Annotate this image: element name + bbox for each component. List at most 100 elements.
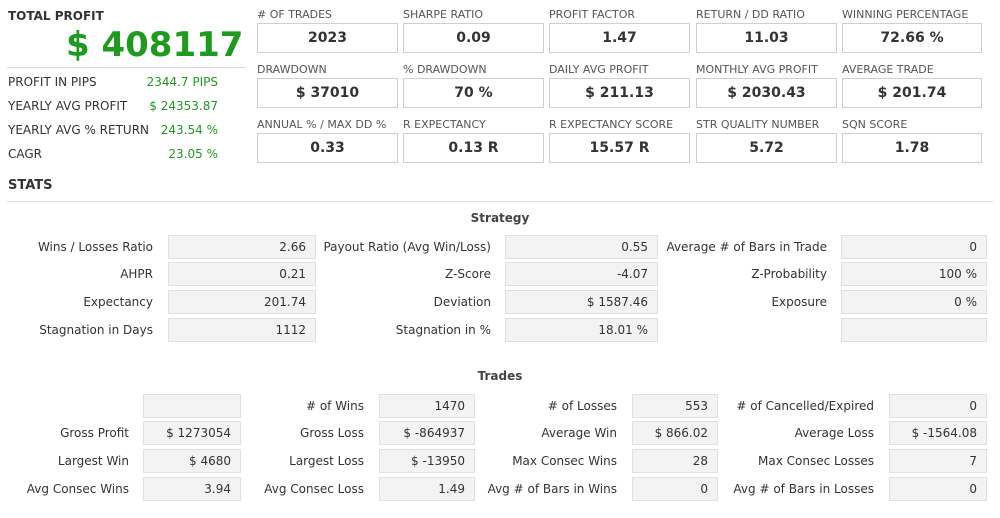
strategy-stat-label: Deviation <box>433 295 491 309</box>
side-stat-yearly-avg-profit: YEARLY AVG PROFIT $ 24353.87 <box>8 99 218 117</box>
strategy-stat-value: 0 <box>841 235 987 259</box>
strategy-stat-value: 18.01 % <box>505 318 658 342</box>
metric-label: MONTHLY AVG PROFIT <box>696 63 818 76</box>
trades-stat-label: Largest Loss <box>289 454 364 468</box>
metric-label: RETURN / DD RATIO <box>696 8 805 21</box>
trades-stat-value <box>143 394 241 418</box>
metric-label: SQN SCORE <box>842 118 908 131</box>
strategy-stat-label: Z-Probability <box>751 267 827 281</box>
side-stat-value: 23.05 % <box>168 147 218 161</box>
strategy-title: Strategy <box>470 211 530 225</box>
metric-label: DAILY AVG PROFIT <box>549 63 649 76</box>
metric-value: 1.78 <box>842 133 982 163</box>
metric-label: R EXPECTANCY <box>403 118 486 131</box>
trades-stat-value: $ 4680 <box>143 449 241 473</box>
metric-value: 0.13 R <box>403 133 544 163</box>
trades-stat-value: 28 <box>632 449 718 473</box>
trades-stat-label: Max Consec Losses <box>758 454 874 468</box>
strategy-stat-value <box>841 318 987 342</box>
metric-label: R EXPECTANCY SCORE <box>549 118 674 131</box>
strategy-stat-value: 201.74 <box>168 290 316 314</box>
metric-card: % DRAWDOWN 70 % <box>403 63 544 108</box>
metric-card: STR QUALITY NUMBER 5.72 <box>696 118 837 163</box>
metric-value: 15.57 R <box>549 133 690 163</box>
metric-value: 5.72 <box>696 133 837 163</box>
metric-value: 0.09 <box>403 23 544 53</box>
trades-stat-value: 0 <box>889 477 987 501</box>
strategy-stat-label: Wins / Losses Ratio <box>37 240 153 254</box>
metric-label: DRAWDOWN <box>257 63 327 76</box>
metric-value: 1.47 <box>549 23 690 53</box>
trades-stat-value: 1.49 <box>379 477 475 501</box>
trades-stat-value: 553 <box>632 394 718 418</box>
trades-stat-label: # of Wins <box>305 399 364 413</box>
side-stat-label: YEARLY AVG % RETURN <box>8 123 150 137</box>
strategy-stat-value: 2.66 <box>168 235 316 259</box>
total-profit-value: $ 408117 <box>66 25 244 65</box>
trades-stat-value: $ -13950 <box>379 449 475 473</box>
strategy-stat-value: -4.07 <box>505 262 658 286</box>
metric-value: $ 201.74 <box>842 78 982 108</box>
trades-stat-label: # of Losses <box>547 399 617 413</box>
side-stat-label: CAGR <box>8 147 43 161</box>
metric-card: WINNING PERCENTAGE 72.66 % <box>842 8 982 53</box>
stats-title: STATS <box>8 178 53 193</box>
strategy-stat-label: Exposure <box>771 295 827 309</box>
trades-stat-label <box>0 394 129 418</box>
metric-card: R EXPECTANCY SCORE 15.57 R <box>549 118 690 163</box>
strategy-stat-value: 100 % <box>841 262 987 286</box>
trades-title: Trades <box>477 369 523 383</box>
divider <box>7 201 993 202</box>
metric-label: ANNUAL % / MAX DD % <box>257 118 387 131</box>
trades-stat-label: Gross Profit <box>60 426 129 440</box>
strategy-stat-value: 0.55 <box>505 235 658 259</box>
trades-stat-value: 7 <box>889 449 987 473</box>
trades-stat-value: 1470 <box>379 394 475 418</box>
trades-stat-label: Average Win <box>541 426 617 440</box>
trades-stat-value: 0 <box>632 477 718 501</box>
trades-stat-label: # of Cancelled/Expired <box>736 399 874 413</box>
metric-value: 72.66 % <box>842 23 982 53</box>
metric-label: WINNING PERCENTAGE <box>842 8 969 21</box>
strategy-stat-label: Z-Score <box>445 267 491 281</box>
metric-card: R EXPECTANCY 0.13 R <box>403 118 544 163</box>
trades-stat-label: Max Consec Wins <box>512 454 617 468</box>
strategy-stat-label: Stagnation in % <box>395 323 491 337</box>
strategy-stat-value: $ 1587.46 <box>505 290 658 314</box>
metric-card: SQN SCORE 1.78 <box>842 118 982 163</box>
metric-value: 0.33 <box>257 133 398 163</box>
divider <box>7 67 245 68</box>
side-stat-value: 243.54 % <box>160 123 218 137</box>
metric-label: SHARPE RATIO <box>403 8 483 21</box>
trades-stat-value: $ -864937 <box>379 421 475 445</box>
metric-label: # OF TRADES <box>257 8 333 21</box>
metric-card: PROFIT FACTOR 1.47 <box>549 8 690 53</box>
trades-stat-value: $ 866.02 <box>632 421 718 445</box>
trades-stat-value: $ -1564.08 <box>889 421 987 445</box>
side-stat-yearly-avg-return: YEARLY AVG % RETURN 243.54 % <box>8 123 218 141</box>
trades-stat-label: Avg Consec Loss <box>264 482 364 496</box>
strategy-stat-label: Average # of Bars in Trade <box>666 240 827 254</box>
metric-label: STR QUALITY NUMBER <box>696 118 820 131</box>
trades-stat-label: Avg Consec Wins <box>26 482 129 496</box>
side-stat-value: 2344.7 PIPS <box>146 75 218 89</box>
metric-label: PROFIT FACTOR <box>549 8 636 21</box>
trades-stat-value: 3.94 <box>143 477 241 501</box>
trades-stat-label: Avg # of Bars in Wins <box>487 482 617 496</box>
side-stat-value: $ 24353.87 <box>149 99 218 113</box>
strategy-stat-value: 0.21 <box>168 262 316 286</box>
trades-stat-label: Largest Win <box>57 454 129 468</box>
metric-value: 70 % <box>403 78 544 108</box>
metric-card: # OF TRADES 2023 <box>257 8 398 53</box>
metric-label: AVERAGE TRADE <box>842 63 934 76</box>
metric-card: MONTHLY AVG PROFIT $ 2030.43 <box>696 63 837 108</box>
strategy-stat-value: 0 % <box>841 290 987 314</box>
trades-stat-label: Average Loss <box>794 426 874 440</box>
strategy-stat-label: AHPR <box>120 267 153 281</box>
side-stat-label: YEARLY AVG PROFIT <box>8 99 128 113</box>
trades-stat-label: Gross Loss <box>300 426 364 440</box>
metric-value: 2023 <box>257 23 398 53</box>
metric-value: 11.03 <box>696 23 837 53</box>
metric-card: SHARPE RATIO 0.09 <box>403 8 544 53</box>
strategy-stat-label <box>567 318 827 342</box>
